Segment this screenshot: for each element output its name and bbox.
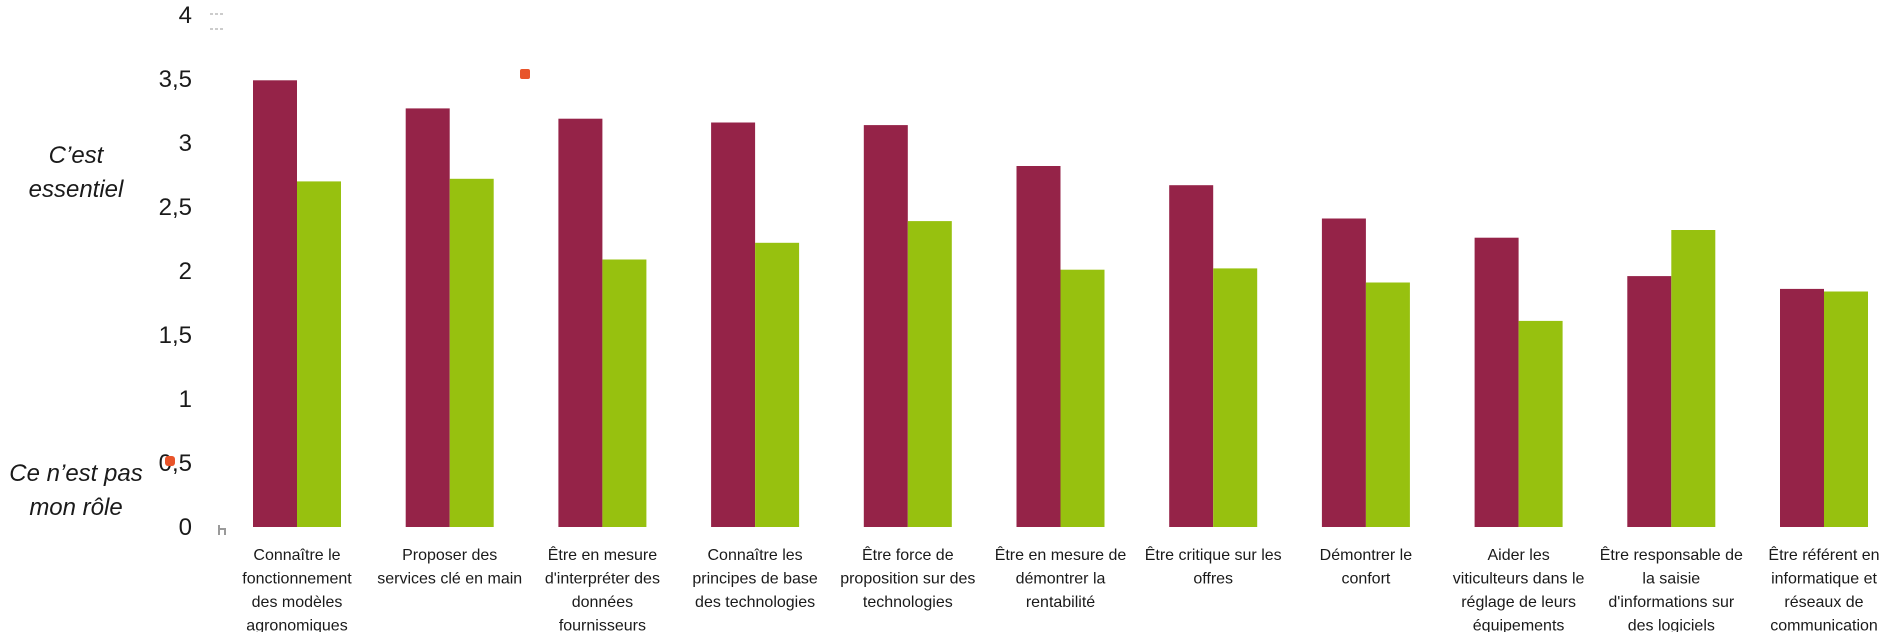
y-tick-label: 4: [179, 2, 192, 29]
annotation-top-line-2: essentiel: [29, 176, 124, 203]
bar-series-2-cat-5: [907, 221, 952, 527]
x-category-label: Aider les viticulteurs dans le réglage de …: [1453, 547, 1585, 632]
bar-series-2-cat-3: [602, 259, 647, 527]
selection-marker: [165, 456, 175, 466]
bar-series-1-cat-3: [558, 118, 603, 527]
bar-series-1-cat-4: [711, 122, 756, 527]
x-category-label: Être responsable de la saisie d'informatio…: [1600, 545, 1743, 632]
y-tick-label: 0,5: [159, 450, 192, 477]
bar-series-1-cat-7: [1169, 185, 1214, 527]
annotation-top-line-1: C’est: [49, 142, 105, 169]
bar-series-2-cat-6: [1060, 269, 1105, 527]
bar-series-1-cat-10: [1627, 276, 1672, 527]
bar-series-2-cat-8: [1365, 282, 1410, 527]
bar-series-2-cat-2: [449, 178, 494, 528]
x-category-label: Démontrer le confort: [1320, 547, 1413, 588]
y-axis-ticks: 0 0,5 1 1,5 2 2,5 3 3,5 4: [159, 2, 192, 541]
y-tick-label: 2: [179, 258, 192, 285]
selection-marker: [520, 69, 530, 79]
bar-series-1-cat-1: [253, 80, 297, 528]
y-tick-label: 3,5: [159, 66, 192, 93]
x-category-label: Être en mesure d'interpréter des données fo…: [545, 545, 660, 632]
x-category-label: Connaître le fonctionnement des modèles agr…: [242, 547, 352, 632]
y-tick-label: 1,5: [159, 322, 192, 349]
bar-series-2-cat-10: [1671, 230, 1716, 527]
y-tick-label: 0: [179, 514, 192, 541]
bars: [253, 80, 1868, 528]
x-category-label: Être force de proposition sur des technolo…: [840, 545, 975, 611]
bar-series-1-cat-9: [1474, 237, 1519, 527]
bar-series-2-cat-4: [755, 242, 800, 528]
annotation-bottom-line-2: mon rôle: [29, 494, 122, 521]
bar-series-2-cat-9: [1518, 320, 1563, 527]
y-tick-label: 1: [179, 386, 192, 413]
bar-series-1-cat-11: [1780, 288, 1824, 527]
y-tick-label: 3: [179, 130, 192, 157]
x-category-label: Être référent en informatique et réseaux d…: [1768, 545, 1879, 632]
bar-series-1-cat-6: [1016, 166, 1061, 527]
x-category-label: Proposer des services clé en main: [377, 547, 522, 588]
bar-series-1-cat-2: [405, 108, 450, 528]
y-tick-label: 2,5: [159, 194, 192, 221]
x-category-label: Être en mesure de démontrer la rentabilité: [995, 545, 1127, 611]
annotations: C’est essentiel Ce n’est pas mon rôle: [9, 142, 142, 521]
bar-series-2-cat-1: [297, 181, 341, 527]
x-axis-labels: Connaître le fonctionnement des modèles agr…: [242, 545, 1879, 632]
x-category-label: Être critique sur les offres: [1145, 545, 1282, 588]
bar-series-1-cat-5: [863, 125, 908, 527]
axis-marker: [218, 525, 226, 535]
bar-series-1-cat-8: [1321, 218, 1366, 527]
bar-series-2-cat-11: [1824, 291, 1868, 527]
bar-series-2-cat-7: [1213, 268, 1258, 527]
x-category-label: Connaître les principes de base des techno…: [692, 547, 818, 611]
annotation-bottom-line-1: Ce n’est pas: [9, 460, 142, 487]
